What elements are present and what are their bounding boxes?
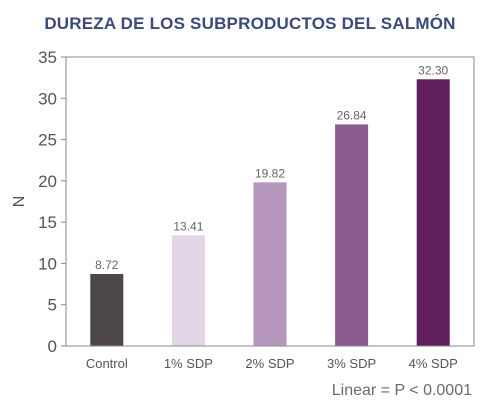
bars — [90, 79, 450, 347]
bar-2-sdp — [253, 182, 287, 346]
bar-3-sdp — [335, 124, 369, 346]
value-label: 19.82 — [255, 166, 285, 180]
x-tick-label: 4% SDP — [409, 356, 458, 371]
chart-title: DUREZA DE LOS SUBPRODUCTOS DEL SALMÓN — [44, 14, 456, 33]
y-tick-label: 0 — [48, 337, 57, 356]
value-label: 13.41 — [173, 219, 203, 233]
y-axis-label: N — [11, 196, 28, 208]
value-label: 32.30 — [418, 63, 448, 77]
plot-frame — [65, 56, 475, 347]
value-labels: 8.72 13.41 19.82 26.84 32.30 — [95, 63, 448, 272]
y-tick-label: 10 — [38, 254, 57, 273]
x-axis-ticks: Control 1% SDP 2% SDP 3% SDP 4% SDP — [86, 356, 458, 371]
x-tick-label: 3% SDP — [327, 356, 376, 371]
x-tick-label: 1% SDP — [164, 356, 213, 371]
y-tick-label: 25 — [38, 131, 57, 150]
bar-1-sdp — [171, 235, 205, 346]
value-label: 26.84 — [337, 108, 367, 122]
bar-control — [90, 273, 124, 346]
significance-annotation: Linear = P < 0.0001 — [331, 382, 472, 399]
y-tick-label: 5 — [48, 296, 57, 315]
y-tick-label: 30 — [38, 89, 57, 108]
y-tick-label: 20 — [38, 172, 57, 191]
x-tick-label: 2% SDP — [245, 356, 294, 371]
x-tick-label: Control — [86, 356, 128, 371]
y-axis-ticks: 0 5 10 15 20 25 30 35 — [38, 48, 66, 356]
y-tick-label: 15 — [38, 213, 57, 232]
bar-4-sdp — [416, 79, 450, 347]
value-label: 8.72 — [95, 258, 119, 272]
y-tick-label: 35 — [38, 48, 57, 67]
